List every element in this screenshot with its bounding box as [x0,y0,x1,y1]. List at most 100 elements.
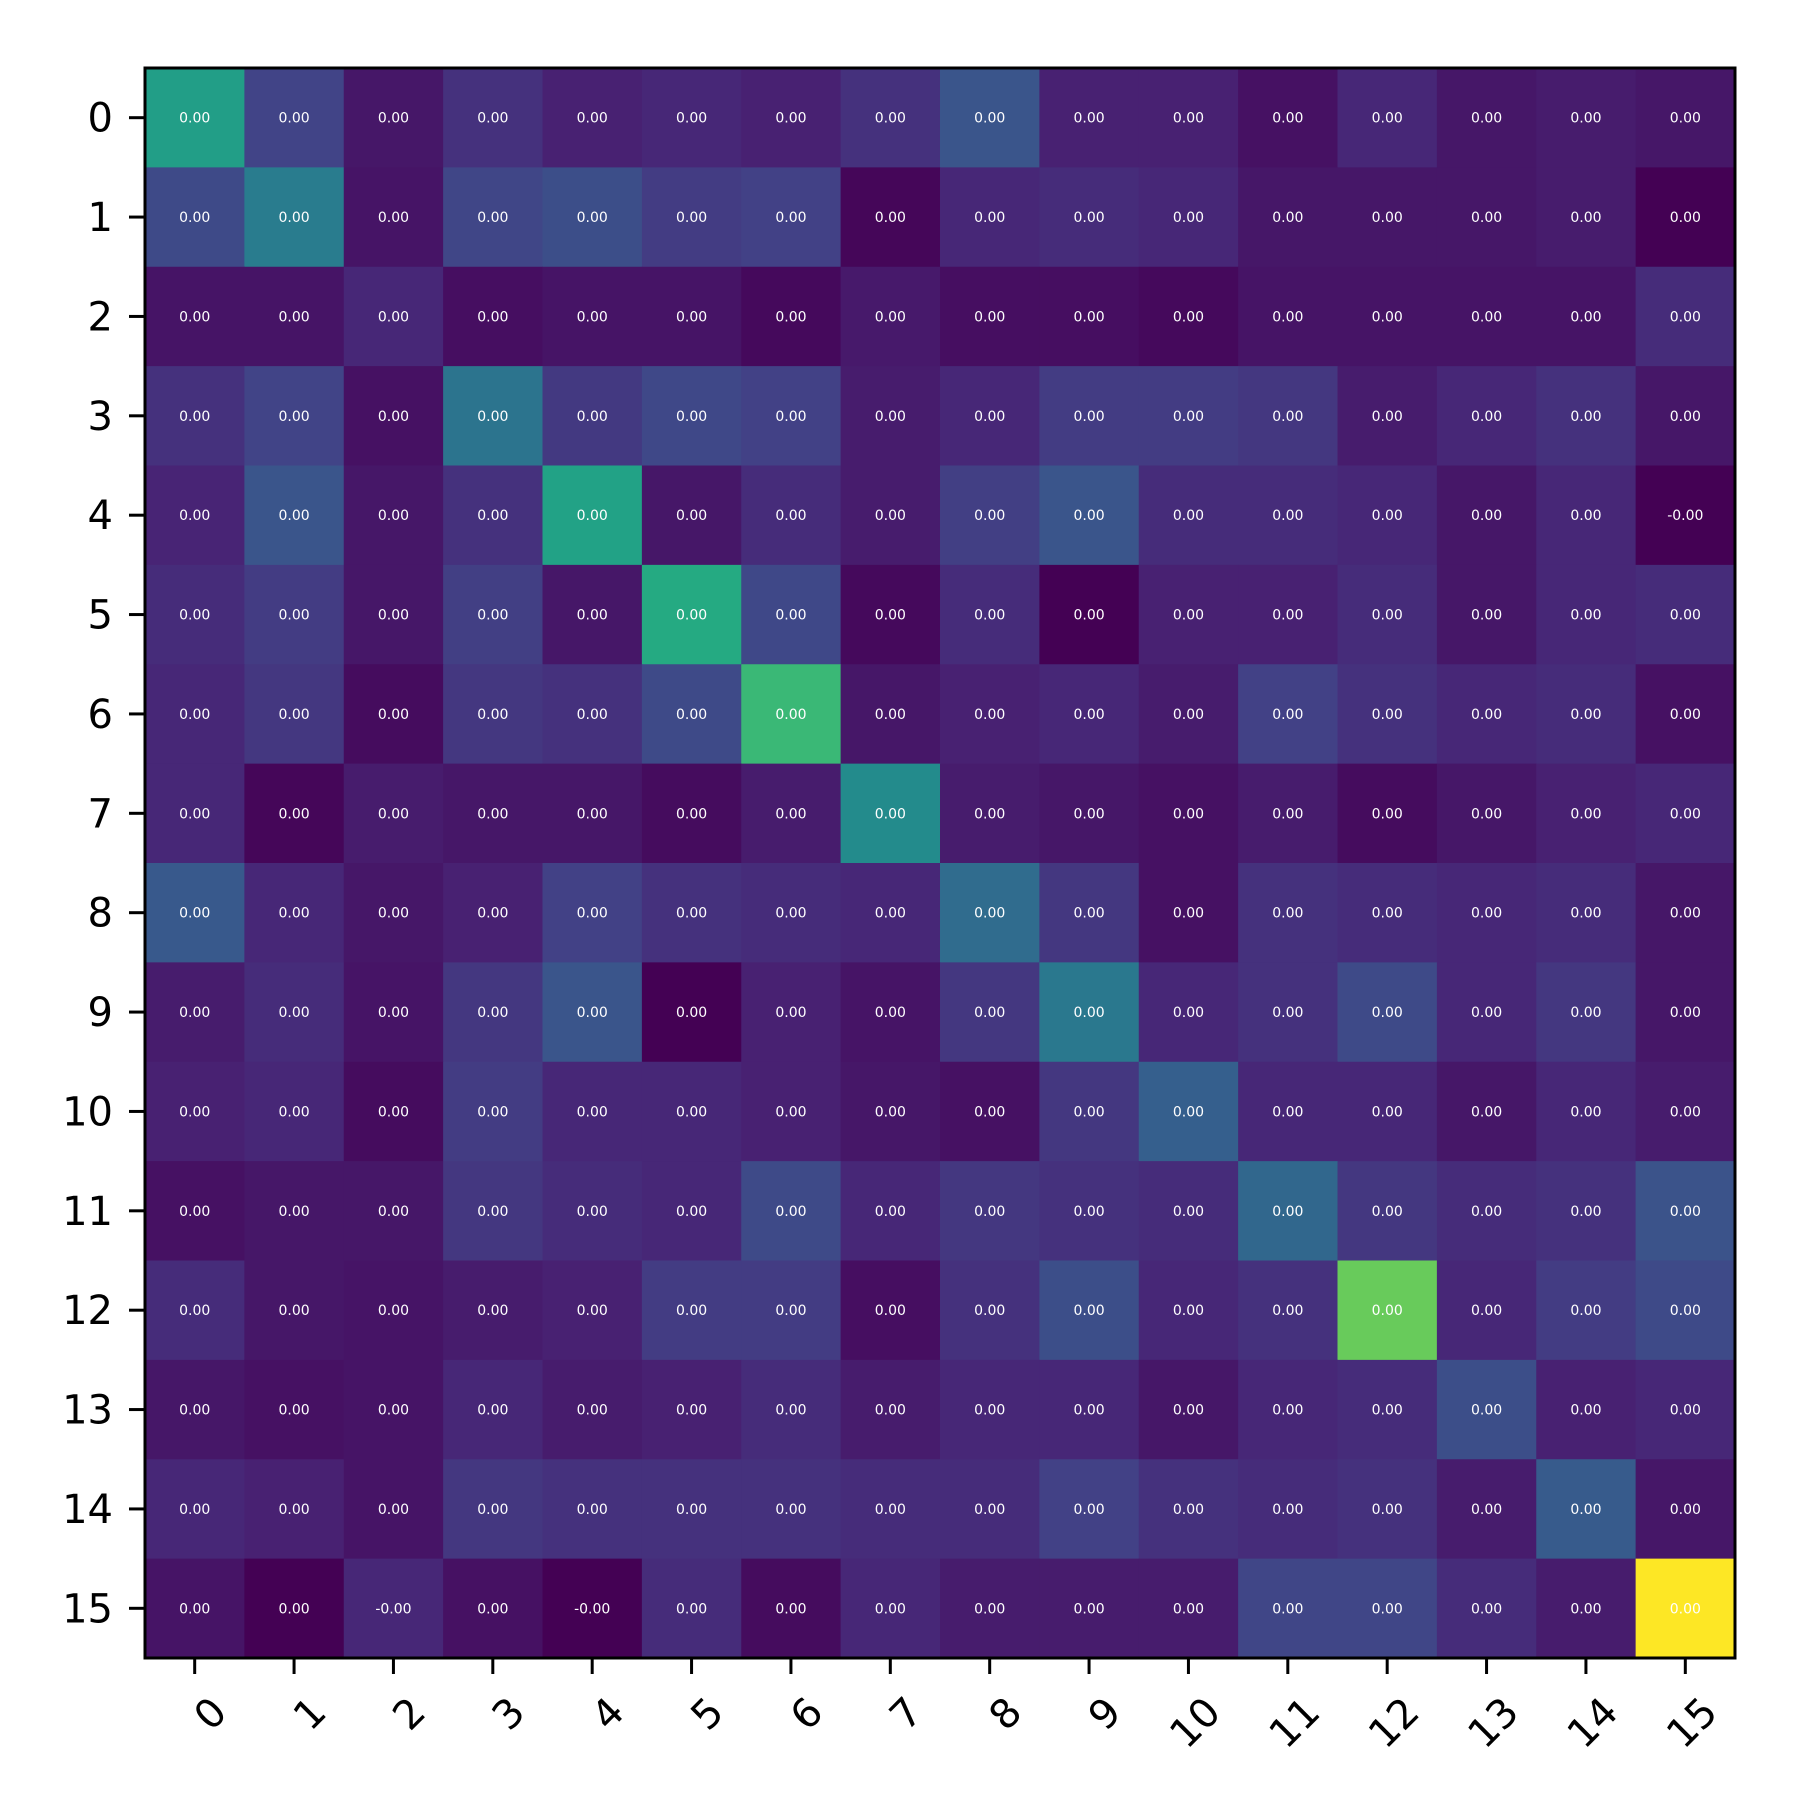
heatmap-cell [1138,1061,1239,1162]
cell-value-label: 0.00 [378,1204,409,1220]
heatmap-cell [145,564,245,665]
heatmap-cell [1039,366,1140,466]
cell-value-label: 0.00 [179,1403,210,1419]
cell-value-label: 0.00 [974,1403,1005,1419]
cell-value-label: 0.00 [1372,1403,1403,1419]
heatmap-cell [1138,1359,1239,1460]
heatmap-cell [244,1260,345,1361]
x-tick-label: 7 [881,1689,932,1740]
heatmap-cell [840,664,941,765]
heatmap-cell [145,763,245,864]
cell-value-label: 0.00 [1372,707,1403,723]
cell-value-label: 0.00 [875,1502,906,1518]
cell-value-label: 0.00 [1471,906,1502,922]
heatmap-cell [1138,564,1239,665]
heatmap-cell [145,266,245,367]
cell-value-label: 0.00 [577,1502,608,1518]
heatmap-cell [542,1161,643,1261]
heatmap-cell [1436,465,1537,566]
cell-value-label: 0.00 [1272,210,1303,226]
heatmap-cell [1039,266,1140,367]
heatmap-cell [1138,68,1239,168]
cell-value-label: 0.00 [1073,806,1104,822]
heatmap-cell [940,68,1040,168]
heatmap-cell [741,1260,842,1361]
heatmap-cell [1337,1459,1438,1560]
heatmap-cell [1238,962,1338,1063]
cell-value-label: 0.00 [1173,1204,1204,1220]
heatmap-cell [542,167,643,268]
cell-value-label: 0.00 [1670,1601,1701,1617]
heatmap-cell [542,266,643,367]
cell-value-label: 0.00 [477,1303,508,1319]
cell-value-label: 0.00 [378,906,409,922]
cell-value-label: 0.00 [1670,806,1701,822]
heatmap-cell [1138,465,1239,566]
cell-value-label: 0.00 [1073,1303,1104,1319]
cell-value-label: 0.00 [676,1005,707,1021]
cell-value-label: 0.00 [477,409,508,425]
heatmap-cell [641,1061,742,1162]
heatmap-cell [641,564,742,665]
heatmap-cell [940,1260,1040,1361]
cell-value-label: 0.00 [775,608,806,624]
cell-value-label: 0.00 [278,1005,309,1021]
y-tick-label: 13 [62,1388,113,1434]
heatmap-cell [840,68,941,168]
cell-value-label: 0.00 [577,409,608,425]
y-tick-label: 4 [88,493,113,539]
heatmap-cell [1536,1161,1637,1261]
cell-value-label: 0.00 [278,111,309,127]
heatmap-cell [1635,1359,1736,1460]
x-tick-label: 5 [682,1689,733,1740]
heatmap-cell [1238,1161,1338,1261]
heatmap-cell [244,266,345,367]
heatmap-cell [542,1260,643,1361]
heatmap-cell [1138,664,1239,765]
y-tick-label: 2 [88,294,113,340]
heatmap-cell [542,962,643,1063]
cell-value-label: 0.00 [1570,111,1601,127]
cell-value-label: 0.00 [1670,309,1701,325]
cell-value-label: 0.00 [1272,409,1303,425]
cell-value-label: 0.00 [378,1005,409,1021]
cell-value-label: 0.00 [378,707,409,723]
heatmap-cell [343,664,444,765]
cell-value-label: 0.00 [1570,1104,1601,1120]
heatmap-cell [940,1161,1040,1261]
cell-value-label: 0.00 [974,707,1005,723]
heatmap-cell [443,167,543,268]
heatmap-cell [1635,664,1736,765]
cell-value-label: 0.00 [577,707,608,723]
heatmap-cell [840,465,941,566]
heatmap-cell [443,266,543,367]
cell-value-label: 0.00 [676,1403,707,1419]
cell-value-label: 0.00 [1471,409,1502,425]
cell-value-label: 0.00 [179,1104,210,1120]
heatmap-cell [1238,1459,1338,1560]
heatmap-cell [244,664,345,765]
cell-value-label: 0.00 [278,1502,309,1518]
cell-value-label: 0.00 [1173,210,1204,226]
heatmap-cell [940,763,1040,864]
heatmap-cell [244,1359,345,1460]
heatmap-cell [1436,266,1537,367]
cell-value-label: 0.00 [974,409,1005,425]
heatmap-cell [1039,1061,1140,1162]
cell-value-label: 0.00 [477,1005,508,1021]
y-tick-label: 8 [88,891,113,937]
heatmap-cell [1436,664,1537,765]
heatmap-cell [741,1558,842,1659]
cell-value-label: 0.00 [1173,1502,1204,1518]
cell-value-label: 0.00 [974,210,1005,226]
cell-value-label: 0.00 [974,309,1005,325]
heatmap-cell [1436,1558,1537,1659]
heatmap-cell [641,664,742,765]
heatmap-cell [940,664,1040,765]
cell-value-label: 0.00 [974,906,1005,922]
cell-value-label: 0.00 [179,1303,210,1319]
y-tick-label: 6 [88,692,113,738]
cell-value-label: 0.00 [278,210,309,226]
cell-value-label: 0.00 [676,806,707,822]
cell-value-label: 0.00 [477,806,508,822]
